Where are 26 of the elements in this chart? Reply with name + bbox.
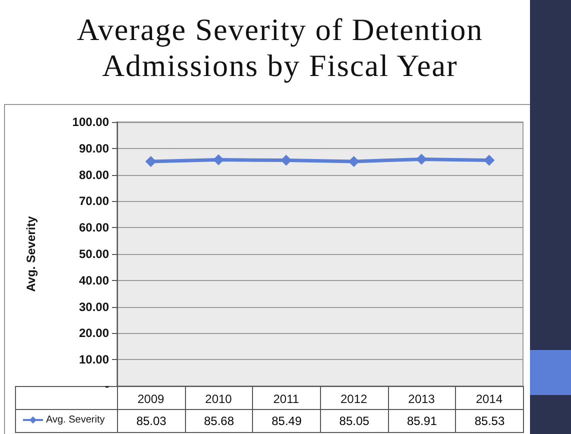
chart-title: Average Severity of Detention Admissions by Fiscal Year [76, 12, 484, 84]
y-tick-label: 70.00 [78, 194, 110, 208]
x-tick-label: 2009 [137, 392, 165, 406]
data-label: 85.53 [456, 410, 524, 432]
y-tick-label: 40.00 [78, 273, 110, 288]
x-tick-label: 2012 [340, 392, 368, 406]
y-tick-label: 90.00 [78, 141, 110, 156]
data-label: 85.03 [118, 410, 186, 432]
data-label: 85.49 [252, 410, 320, 432]
legend-label: Avg. Severity [46, 414, 105, 426]
y-tick-label: 100.00 [72, 115, 110, 129]
x-tick-label: 2013 [408, 392, 436, 406]
x-tick-label: 2014 [476, 392, 503, 406]
y-tick-label: 10.00 [78, 352, 110, 367]
x-tick-label: 2010 [205, 392, 232, 406]
y-tick-label: 50.00 [78, 247, 110, 261]
data-label: 85.91 [388, 410, 456, 432]
y-tick-label: 30.00 [78, 300, 110, 314]
y-axis-title: Avg. Severity [24, 216, 38, 292]
data-label: 85.68 [185, 410, 253, 432]
y-tick-label: 80.00 [78, 168, 110, 182]
y-tick-label: 20.00 [78, 326, 110, 340]
y-tick-label: 60.00 [78, 220, 110, 235]
data-label: 85.05 [320, 410, 388, 432]
x-tick-label: 2011 [273, 392, 300, 406]
y-tick-label: - [105, 379, 109, 393]
